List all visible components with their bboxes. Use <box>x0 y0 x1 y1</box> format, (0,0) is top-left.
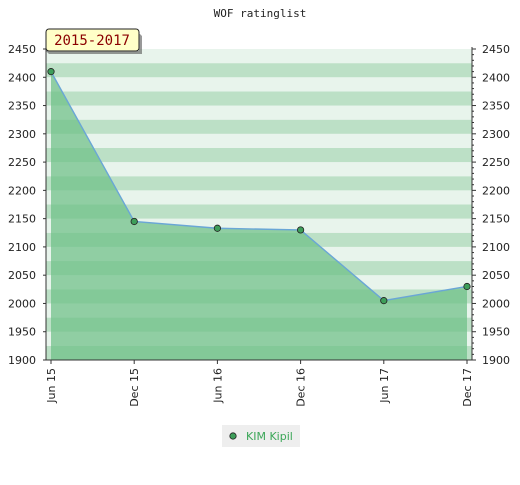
data-point <box>213 224 221 232</box>
period-label: 2015-2017 <box>54 33 130 49</box>
y-tick-label-left: 2000 <box>8 297 36 310</box>
y-tick-label-right: 2400 <box>482 71 510 84</box>
background-band <box>46 204 472 219</box>
y-tick-label-right: 2350 <box>482 100 510 113</box>
background-band <box>46 77 472 92</box>
series-line <box>50 71 468 302</box>
axis-labels: 1900 1900 1950 1950 2000 2000 2050 2050 2100 2100… <box>8 43 510 407</box>
background-band <box>46 105 472 120</box>
y-tick-label-right: 2100 <box>482 241 510 254</box>
y-tick-label-left: 2300 <box>8 128 36 141</box>
background-band <box>46 190 472 205</box>
y-tick-label-right: 2000 <box>482 297 510 310</box>
period-badge: 2015-2017 <box>45 28 142 54</box>
y-tick-label-right: 2250 <box>482 156 510 169</box>
y-tick-label-right: 2300 <box>482 128 510 141</box>
background-band <box>46 49 472 64</box>
y-tick-label-right: 1950 <box>482 326 510 339</box>
chart-title: WOF ratinglist <box>214 7 307 20</box>
y-tick-label-right: 2450 <box>482 43 510 56</box>
axes <box>43 47 476 364</box>
y-tick-label-left: 1950 <box>8 326 36 339</box>
x-tick-label: Jun 15 <box>45 368 58 404</box>
legend-series-name: KIM Kipil <box>246 430 293 443</box>
background-band <box>46 176 472 191</box>
y-tick-label-left: 2350 <box>8 100 36 113</box>
x-tick-label: Jun 17 <box>378 368 391 404</box>
y-tick-label-left: 2050 <box>8 269 36 282</box>
y-tick-label-left: 2250 <box>8 156 36 169</box>
data-point <box>463 282 471 291</box>
area-fill <box>51 71 467 361</box>
y-tick-label-left: 1900 <box>8 354 36 367</box>
background-band <box>46 133 472 148</box>
x-tick-label: Dec 16 <box>295 368 308 407</box>
background-band <box>46 119 472 134</box>
x-tick-label: Dec 17 <box>461 368 474 407</box>
legend: KIM Kipil <box>222 425 300 447</box>
y-tick-label-right: 2150 <box>482 213 510 226</box>
y-tick-label-right: 2200 <box>482 184 510 197</box>
x-tick-label: Dec 15 <box>128 368 141 407</box>
series-area <box>51 71 467 361</box>
data-point <box>296 226 305 234</box>
y-tick-label-left: 2400 <box>8 71 36 84</box>
series-line-kim-kipil <box>50 71 468 302</box>
x-tick-label: Jun 16 <box>211 368 224 404</box>
background-band <box>46 162 472 177</box>
background-band <box>46 91 472 106</box>
legend-marker <box>229 432 237 440</box>
y-tick-label-right: 2050 <box>482 269 510 282</box>
data-point <box>380 297 388 305</box>
y-tick-label-left: 2100 <box>8 241 36 254</box>
y-tick-label-left: 2150 <box>8 213 36 226</box>
y-tick-label-right: 1900 <box>482 354 510 367</box>
background-band <box>46 63 472 78</box>
y-tick-label-left: 2450 <box>8 43 36 56</box>
data-point <box>130 217 138 226</box>
data-point <box>47 68 55 76</box>
background-band <box>46 147 472 163</box>
series-markers <box>47 68 471 305</box>
y-tick-label-left: 2200 <box>8 184 36 197</box>
